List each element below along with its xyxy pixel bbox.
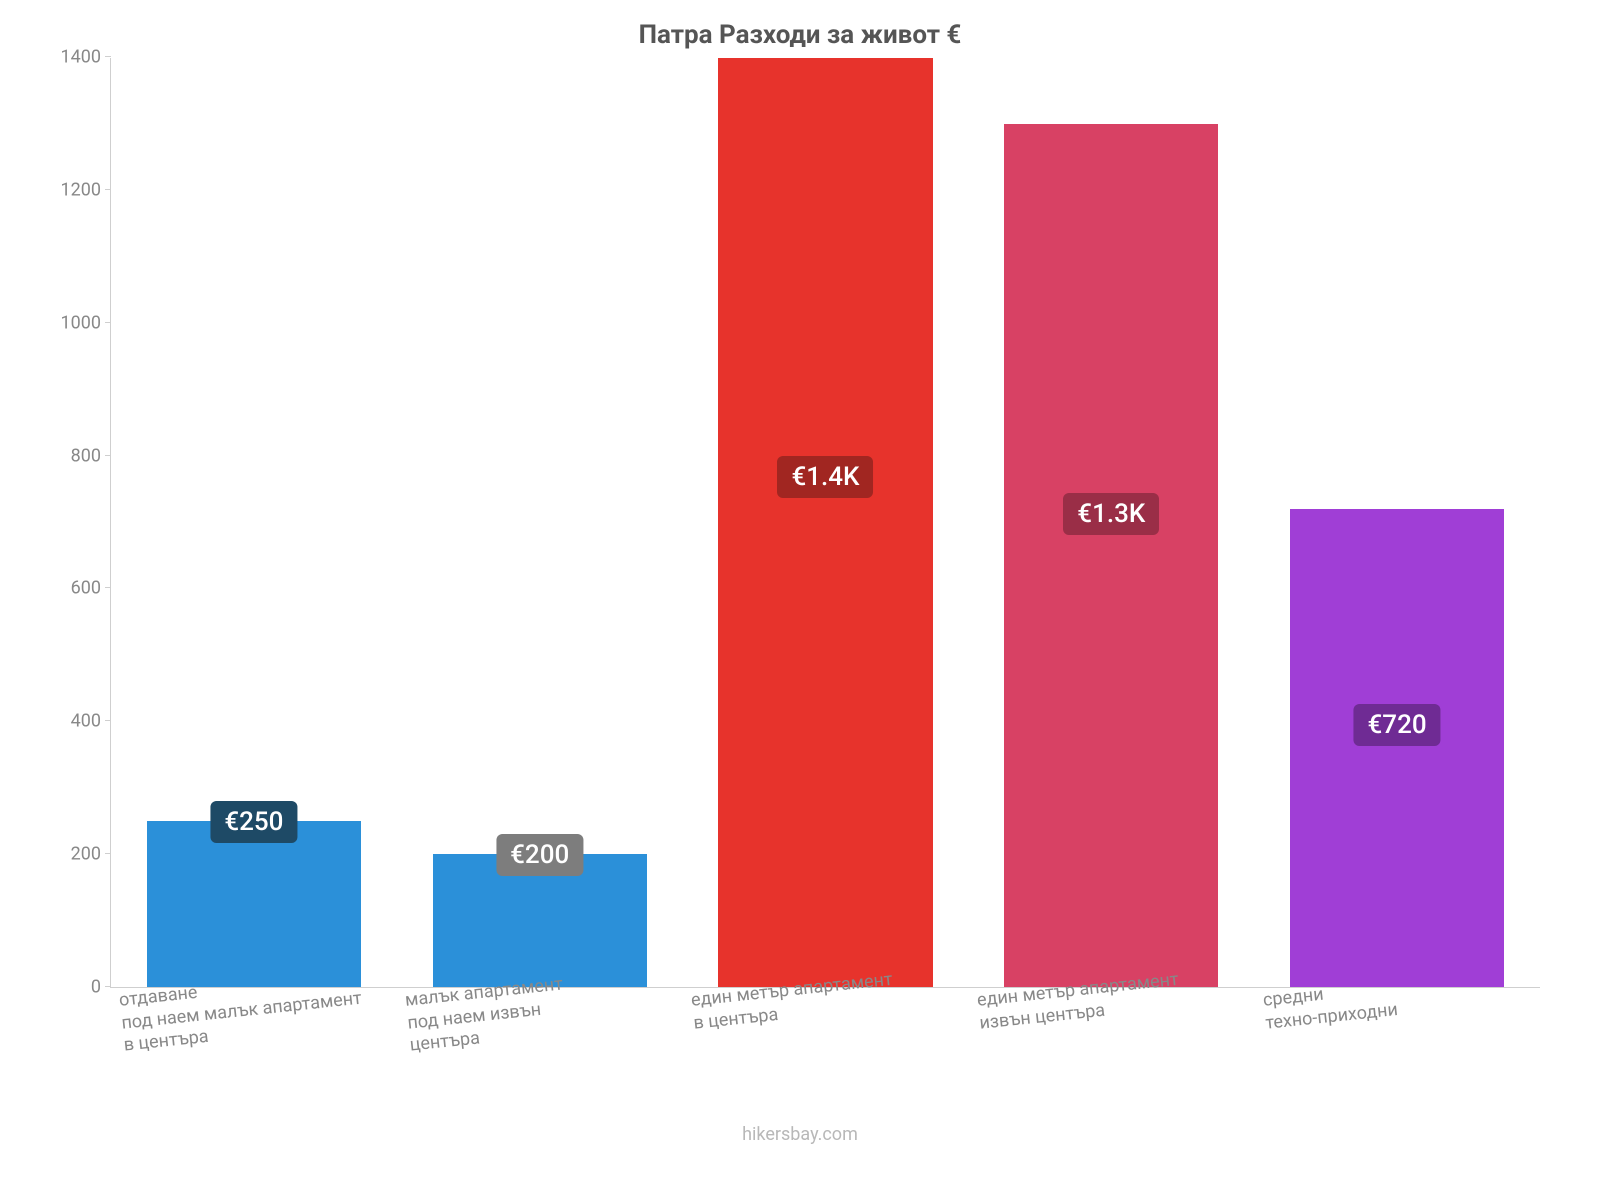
y-tick-label: 1200 bbox=[41, 179, 101, 200]
bar-slot: €1.3K bbox=[968, 58, 1254, 987]
bar: €1.4K bbox=[718, 58, 932, 987]
y-tick-mark bbox=[105, 853, 111, 854]
x-axis-labels: отдаване под наем малък апартамент в цен… bbox=[110, 988, 1540, 1118]
y-tick-mark bbox=[105, 56, 111, 57]
y-tick-label: 200 bbox=[41, 844, 101, 865]
y-tick-label: 400 bbox=[41, 711, 101, 732]
bar: €200 bbox=[433, 854, 647, 987]
attribution-text: hikersbay.com bbox=[40, 1124, 1560, 1145]
bar-slot: €250 bbox=[111, 58, 397, 987]
y-tick-label: 1400 bbox=[41, 47, 101, 68]
y-tick-mark bbox=[105, 189, 111, 190]
bar-slot: €1.4K bbox=[683, 58, 969, 987]
y-tick-mark bbox=[105, 587, 111, 588]
x-label-slot: отдаване под наем малък апартамент в цен… bbox=[110, 988, 396, 1118]
x-label-slot: малък апартамент под наем извън центъра bbox=[396, 988, 682, 1118]
bar: €720 bbox=[1290, 509, 1504, 987]
value-badge: €1.4K bbox=[777, 456, 873, 498]
y-tick-mark bbox=[105, 986, 111, 987]
value-badge: €1.3K bbox=[1063, 493, 1159, 535]
y-tick-mark bbox=[105, 322, 111, 323]
value-badge: €200 bbox=[496, 834, 583, 876]
chart-title: Патра Разходи за живот € bbox=[40, 20, 1560, 50]
bar-slot: €720 bbox=[1254, 58, 1540, 987]
plot-area: €250€200€1.4K€1.3K€720 02004006008001000… bbox=[110, 58, 1540, 988]
bar-slot: €200 bbox=[397, 58, 683, 987]
y-tick-mark bbox=[105, 455, 111, 456]
bars-group: €250 €200 €1.4K €1.3K €720 bbox=[111, 58, 1540, 987]
value-badge: €720 bbox=[1354, 704, 1441, 746]
x-label-slot: един метър апартамент в центъра bbox=[682, 988, 968, 1118]
y-tick-label: 0 bbox=[41, 977, 101, 998]
x-label-slot: един метър апартамент извън центъра bbox=[968, 988, 1254, 1118]
y-tick-mark bbox=[105, 720, 111, 721]
y-tick-label: 800 bbox=[41, 445, 101, 466]
x-label-slot: средни техно-приходни bbox=[1254, 988, 1540, 1118]
bar: €1.3K bbox=[1004, 124, 1218, 987]
y-tick-label: 1000 bbox=[41, 312, 101, 333]
bar: €250 bbox=[147, 821, 361, 987]
y-tick-label: 600 bbox=[41, 578, 101, 599]
value-badge: €250 bbox=[210, 801, 297, 843]
chart-container: Патра Разходи за живот € €250 €200 €1.4K €1… bbox=[0, 0, 1600, 1200]
